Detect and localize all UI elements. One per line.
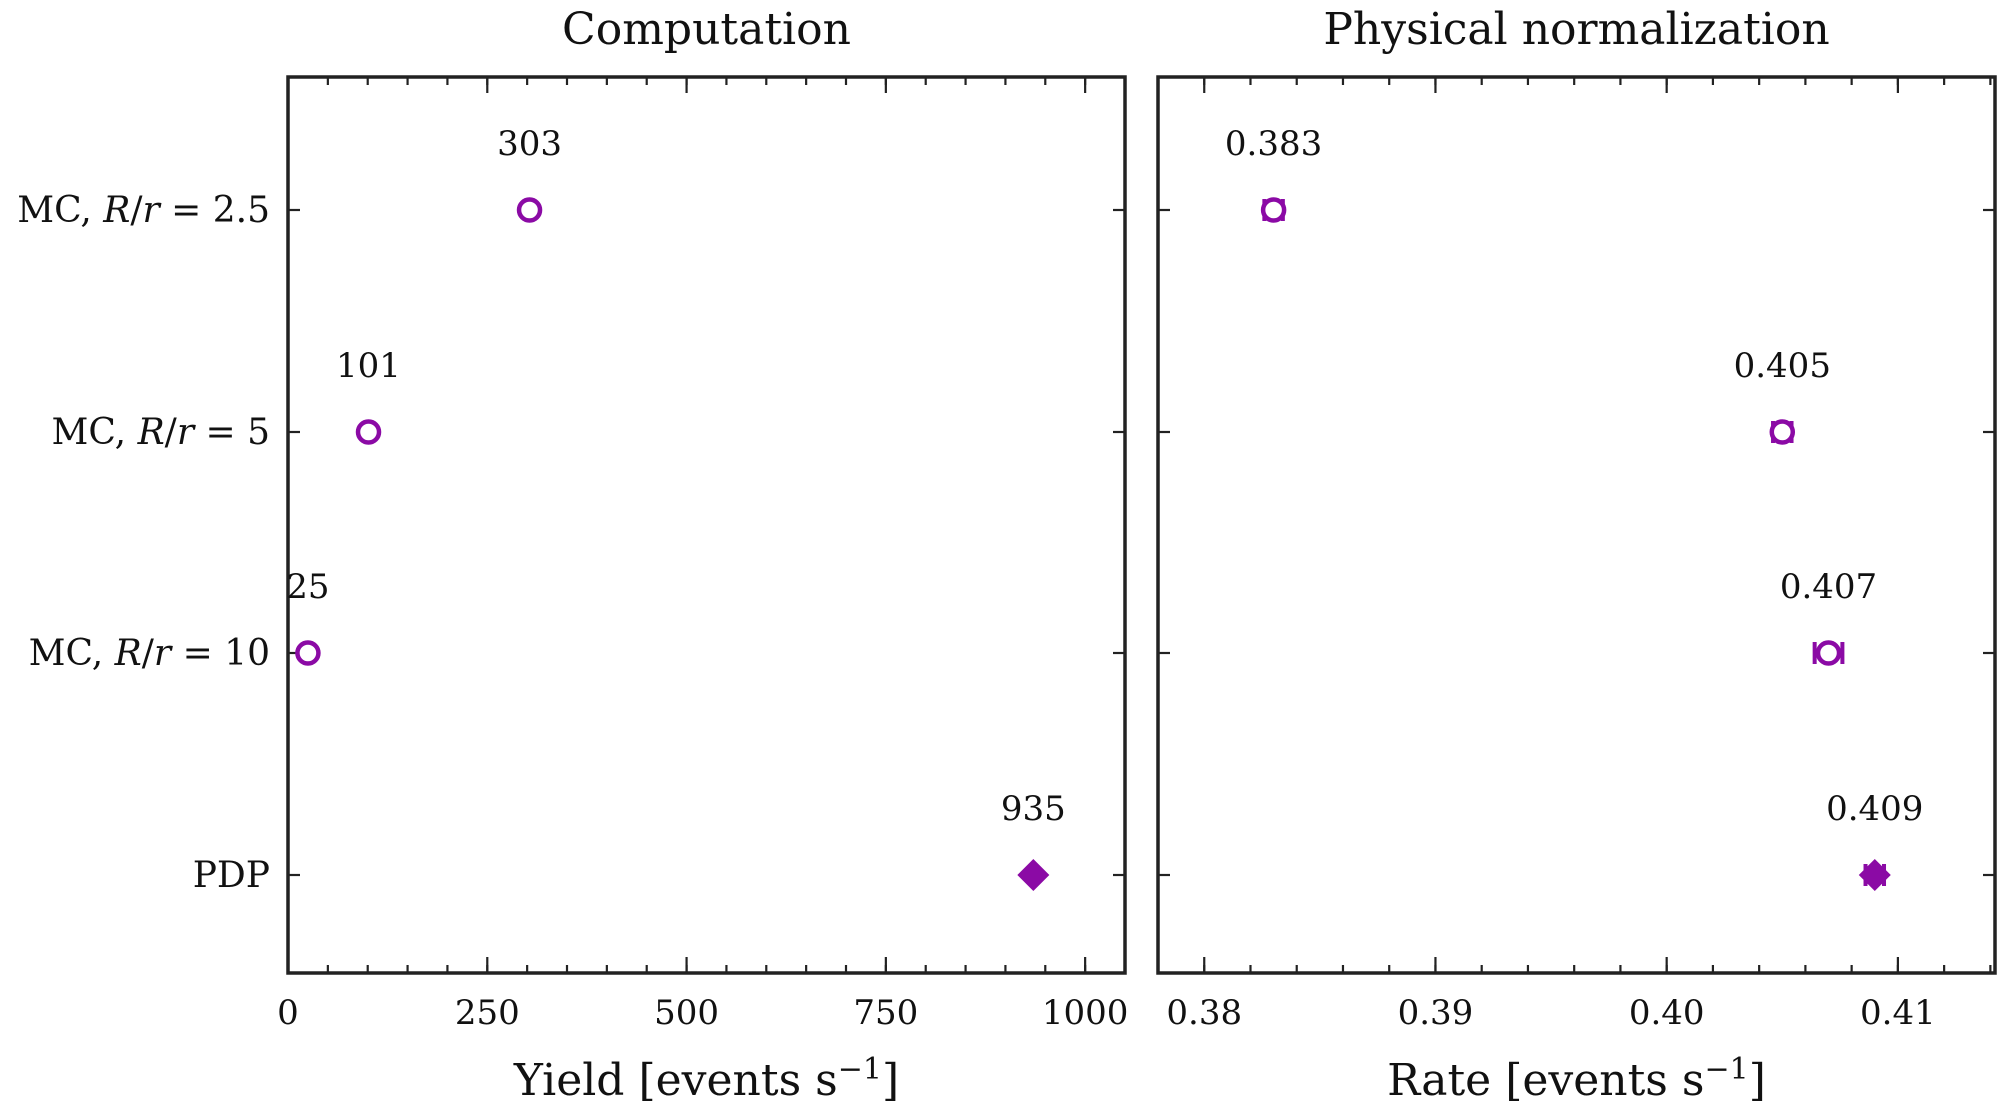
x-tick-label: 0.38: [1166, 993, 1242, 1033]
data-point-diamond: [1858, 859, 1891, 891]
x-axis-label: Rate [events s−1]: [1387, 1052, 1766, 1106]
x-tick-label: 750: [853, 993, 918, 1033]
chart-title: Computation: [562, 4, 851, 55]
x-tick-label: 0: [277, 993, 299, 1033]
data-point-circle: [355, 419, 382, 445]
data-label: 0.383: [1225, 124, 1322, 164]
data-label: 25: [286, 567, 329, 607]
data-point-circle: [1815, 640, 1842, 666]
data-label: 101: [336, 346, 401, 386]
x-axis-label: Yield [events s−1]: [513, 1052, 899, 1106]
y-category-label: PDP: [193, 855, 270, 896]
data-point-circle: [516, 197, 543, 223]
chart-title: Physical normalization: [1323, 4, 1829, 55]
y-category-label: MC, R/r = 2.5: [17, 190, 270, 231]
data-label: 0.407: [1780, 567, 1877, 607]
x-tick-label: 1000: [1042, 993, 1129, 1033]
data-label: 935: [1001, 789, 1066, 829]
data-label: 0.409: [1826, 789, 1923, 829]
x-tick-label: 500: [654, 993, 719, 1033]
y-category-label: MC, R/r = 5: [52, 412, 270, 453]
data-label: 0.405: [1734, 346, 1831, 386]
data-point-circle: [1769, 419, 1796, 445]
data-point-circle: [1260, 197, 1287, 223]
plot-frame: [286, 75, 1127, 975]
panel-physical-normalization: Physical normalization 0.38 0.39 0.40 0.41 Ra…: [1156, 4, 1997, 1106]
x-tick-label: 250: [455, 993, 520, 1033]
y-category-label: MC, R/r = 10: [29, 633, 270, 674]
panel-computation: Computation 0 250 500 750 1000 Yield [events s…: [17, 4, 1128, 1106]
x-tick-label: 0.41: [1860, 993, 1936, 1033]
data-point-diamond: [1017, 859, 1050, 891]
data-point-circle: [295, 640, 321, 666]
x-tick-label: 0.39: [1398, 993, 1474, 1033]
plot-frame: [1156, 75, 1997, 975]
data-label: 303: [497, 124, 562, 164]
x-tick-label: 0.40: [1629, 993, 1705, 1033]
